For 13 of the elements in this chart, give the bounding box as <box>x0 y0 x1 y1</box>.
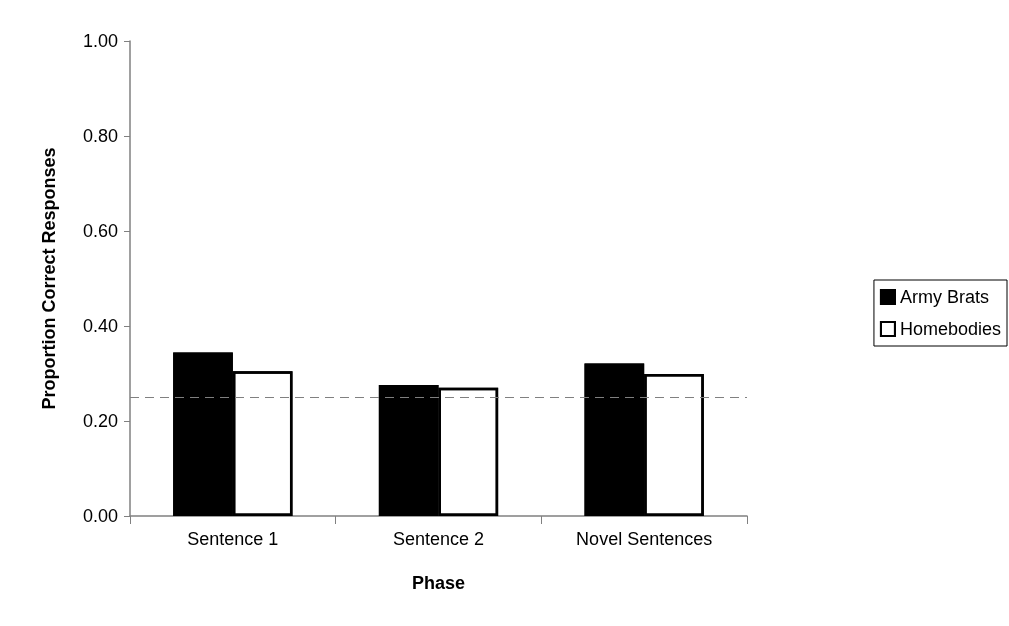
legend-label: Army Brats <box>899 287 989 307</box>
y-tick-label: 0.80 <box>82 126 118 146</box>
legend-label: Homebodies <box>899 319 1002 339</box>
x-tick-label: Novel Sentences <box>576 529 713 549</box>
y-tick-label: 0.00 <box>82 506 118 526</box>
y-tick-label: 0.20 <box>82 411 118 431</box>
x-tick-label: Sentence 2 <box>392 529 485 549</box>
x-axis-title: Phase <box>411 573 466 593</box>
y-tick-label: 0.60 <box>82 221 118 241</box>
y-tick-label: 0.40 <box>82 316 118 336</box>
x-tick-label: Sentence 1 <box>187 529 279 549</box>
y-tick-label: 1.00 <box>82 31 118 51</box>
y-axis-title: Proportion Correct Responses <box>39 147 59 410</box>
